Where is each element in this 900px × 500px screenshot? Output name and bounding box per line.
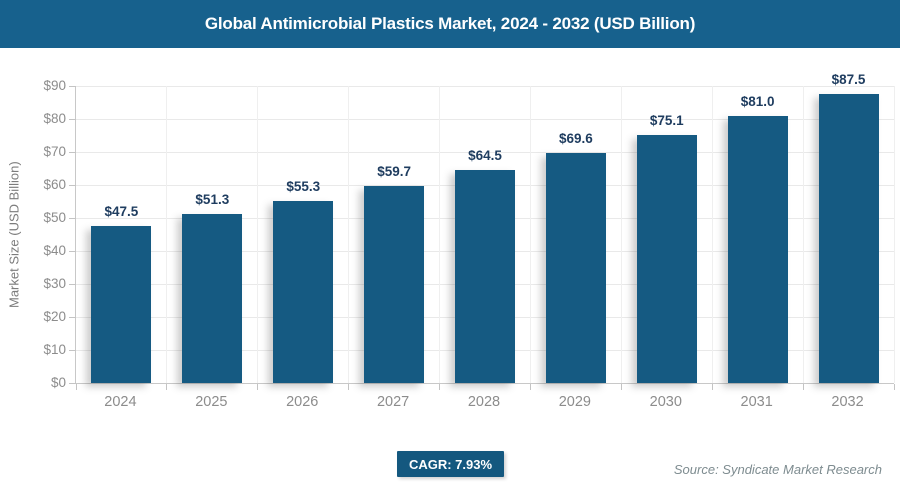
x-axis-tick [257, 384, 259, 390]
y-tick-label: $20 [43, 309, 66, 324]
y-tick-label: $80 [43, 111, 66, 126]
y-tick-label: $10 [43, 342, 66, 357]
y-tick-label: $60 [43, 177, 66, 192]
v-gridline [529, 86, 531, 383]
y-tick-label: $70 [43, 144, 66, 159]
x-tick-label: 2027 [376, 394, 410, 410]
bar-value-label: $55.3 [286, 178, 321, 194]
source-note: Source: Syndicate Market Research [673, 462, 882, 477]
y-axis-tick [69, 283, 76, 285]
cagr-badge: CAGR: 7.93% [397, 451, 504, 477]
bar-2024 [91, 226, 152, 383]
x-axis-tick [348, 384, 350, 390]
bar-value-label: $47.5 [104, 204, 139, 220]
x-axis-tick [620, 384, 622, 390]
bar-2029 [545, 153, 606, 383]
x-tick-label: 2026 [286, 394, 319, 410]
x-tick-label: 2024 [104, 394, 137, 410]
h-gridline [76, 85, 894, 87]
x-tick-label: 2032 [831, 394, 864, 410]
y-axis-tick [69, 382, 76, 384]
bar-2027 [364, 185, 425, 383]
bar-value-label: $59.7 [377, 163, 411, 179]
bar-value-label: $75.1 [649, 113, 684, 129]
x-axis-tick [711, 384, 713, 390]
x-axis-tick [439, 384, 441, 390]
y-tick-label: $50 [43, 210, 66, 225]
h-gridline [76, 118, 894, 120]
bar-2026 [273, 200, 334, 383]
bar-value-label: $69.6 [558, 131, 593, 147]
cagr-badge-label: CAGR: 7.93% [408, 456, 493, 472]
bar-value-label: $81.0 [740, 93, 775, 109]
chart-title-bar: Global Antimicrobial Plastics Market, 20… [0, 0, 900, 48]
v-gridline [893, 86, 895, 383]
y-axis-tick [69, 250, 76, 252]
bar-value-label: $64.5 [468, 148, 502, 164]
x-axis-tick [802, 384, 804, 390]
x-tick-label: 2028 [467, 394, 501, 410]
v-gridline [620, 86, 622, 383]
bar-value-label: $87.5 [831, 72, 866, 88]
v-gridline [802, 86, 804, 383]
y-tick-label: $30 [43, 276, 66, 291]
x-tick-label: 2031 [740, 394, 773, 410]
bar-2025 [182, 213, 243, 383]
v-gridline [348, 86, 350, 383]
y-tick-label: $40 [43, 243, 66, 258]
x-axis-tick [166, 384, 168, 390]
y-axis-tick [69, 184, 76, 186]
bar-2028 [455, 170, 515, 383]
plot-area: $47.5 $51.3 $55.3 $59.7 $64.5 $69.6 $75.1 $81.0… [69, 72, 895, 390]
x-axis-tick [529, 384, 531, 390]
bar-2030 [636, 135, 697, 383]
x-axis-tick [75, 384, 77, 390]
v-gridline [257, 86, 259, 383]
x-axis-tick [893, 384, 895, 390]
bar-2031 [727, 115, 788, 383]
y-axis-tick [69, 316, 76, 318]
bar-value-label: $51.3 [195, 191, 230, 207]
x-tick-label: 2029 [558, 394, 591, 410]
y-axis-tick [69, 118, 76, 120]
y-axis-tick [69, 217, 76, 219]
y-axis-tick [69, 85, 76, 87]
h-gridline [76, 151, 894, 153]
v-gridline [166, 86, 168, 383]
y-tick-label: $90 [43, 78, 66, 93]
y-axis-title: Market Size (USD Billion) [6, 161, 22, 308]
v-gridline [711, 86, 713, 383]
chart-title: Global Antimicrobial Plastics Market, 20… [204, 14, 696, 33]
y-tick-label: $0 [50, 375, 66, 390]
x-tick-label: 2025 [195, 394, 228, 410]
v-gridline [439, 86, 441, 383]
y-axis-tick [69, 151, 76, 153]
y-axis-tick [69, 349, 76, 351]
bar-2032 [818, 94, 879, 383]
x-tick-label: 2030 [649, 394, 682, 410]
